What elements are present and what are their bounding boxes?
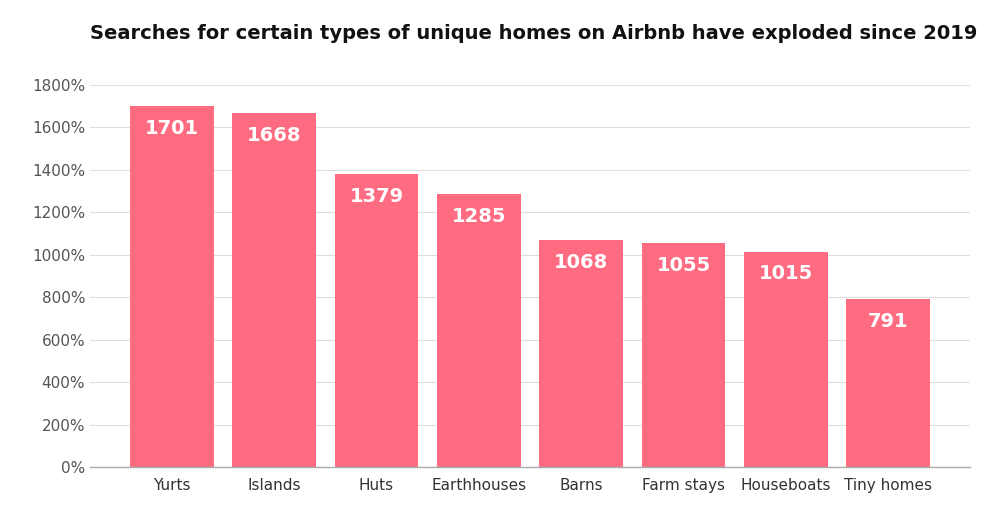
Text: Searches for certain types of unique homes on Airbnb have exploded since 2019: Searches for certain types of unique hom… — [90, 24, 977, 42]
Text: 1668: 1668 — [247, 126, 301, 145]
Bar — [642, 243, 725, 467]
Text: 1055: 1055 — [656, 256, 711, 275]
Bar — [335, 174, 418, 467]
Bar — [539, 241, 623, 467]
Text: 1379: 1379 — [349, 187, 404, 206]
Bar — [437, 194, 521, 467]
Bar — [744, 252, 828, 467]
Bar — [130, 106, 214, 467]
Text: 791: 791 — [868, 312, 908, 331]
Text: 1701: 1701 — [145, 119, 199, 138]
Text: 1015: 1015 — [759, 264, 813, 284]
Bar — [846, 299, 930, 467]
Text: 1068: 1068 — [554, 253, 608, 272]
Bar — [232, 113, 316, 467]
Text: 1285: 1285 — [452, 207, 506, 226]
